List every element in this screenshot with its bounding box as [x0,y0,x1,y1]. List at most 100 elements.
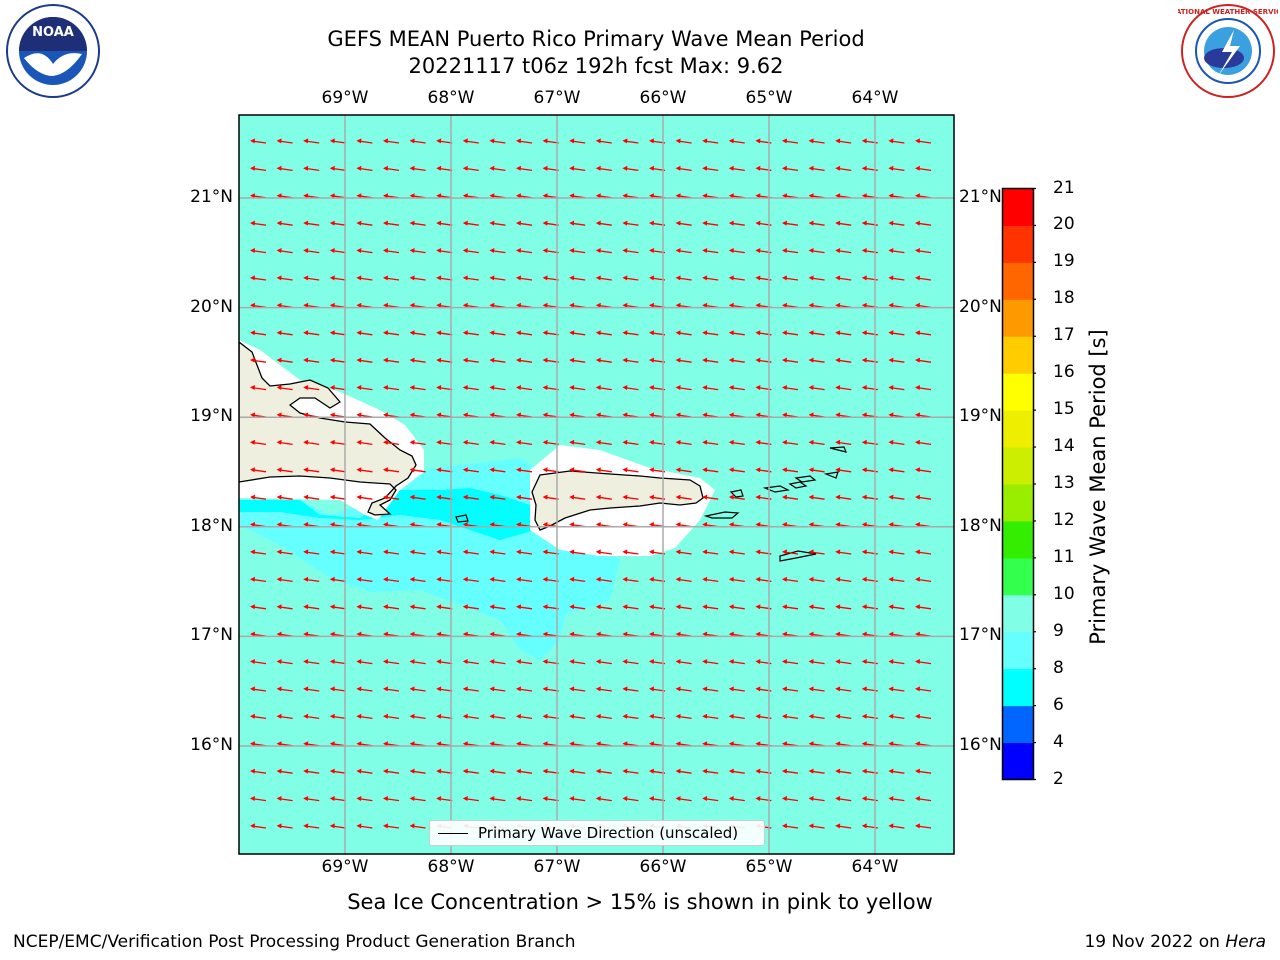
wave-arrow [250,439,267,446]
longitude-label: 64°W [851,857,899,877]
wave-arrow [675,796,692,802]
wave-arrow [728,330,745,336]
wave-arrow [675,494,692,500]
plot-subtitle: 20221117 t06z 192h fcst Max: 9.62 [408,54,784,78]
colorbar-tick-label: 8 [1053,657,1064,678]
map-gridlines [239,115,954,854]
wave-arrow [276,604,293,610]
wave-arrow [329,165,346,172]
wave-arrow [888,138,905,144]
wave-arrow [276,439,293,446]
wave-arrow [728,165,745,172]
wave-arrow [383,494,400,500]
wave-arrow [250,796,267,802]
colorbar-segment [1002,262,1034,300]
legend-label: Primary Wave Direction (unscaled) [478,824,739,842]
wave-arrow [356,220,373,226]
wave-arrow [409,385,426,391]
wave-arrow [782,220,799,226]
wave-arrow [303,385,320,391]
wave-arrow [516,467,533,473]
wave-arrow [516,330,533,336]
wave-arrow [383,713,400,720]
colorbar-tick-label: 18 [1053,288,1075,309]
nws-logo: NATIONAL WEATHER SERVICE [1178,4,1278,98]
wave-arrow [702,330,719,336]
wave-arrow [276,686,293,692]
wave-arrow [436,768,453,774]
wave-arrow [728,494,745,500]
colorbar-segment [1002,484,1034,522]
wave-arrow [383,576,400,583]
wave-arrow [356,385,373,391]
wave-arrow [569,220,586,226]
wave-arrow [702,796,719,802]
wave-arrow [702,576,719,583]
wave-arrow [250,713,267,720]
wave-arrow [622,220,639,226]
wave-arrow [489,439,506,446]
culebra-island [729,489,744,498]
wave-arrow [489,330,506,336]
wave-arrow [462,576,479,583]
colorbar-segment [1002,188,1034,226]
wave-arrow [835,686,852,692]
wave-arrow [675,549,692,555]
colorbar-tick-label: 20 [1053,214,1075,235]
wave-arrow [409,713,426,720]
wave-arrow [303,713,320,720]
wave-arrow [436,796,453,802]
wave-arrow [489,768,506,774]
colorbar-tick-label: 6 [1053,694,1064,715]
wave-arrow [888,385,905,391]
wave-direction-arrows [250,138,932,829]
wave-arrow [622,686,639,692]
wave-arrow [782,467,799,473]
wave-arrow [835,823,852,829]
wave-arrow [835,659,852,665]
wave-arrow [303,823,320,829]
footer-date-text: 19 Nov 2022 on [1084,932,1226,952]
wave-arrow [569,494,586,500]
wave-arrow [356,659,373,665]
wave-arrow [569,275,586,281]
wave-arrow [915,549,932,555]
wave-arrow [569,796,586,802]
wave-arrow [702,357,719,363]
wave-arrow [622,494,639,500]
wave-arrow [782,768,799,774]
wave-arrow [356,823,373,829]
wave-arrow [329,823,346,829]
wave-arrow [675,330,692,336]
wave-arrow [383,796,400,802]
longitude-label: 68°W [427,88,475,108]
wave-arrow [835,138,852,144]
wave-arrow [915,248,932,254]
wave-arrow [808,659,825,665]
wave-arrow [702,604,719,610]
wave-arrow [489,659,506,665]
wave-arrow [808,275,825,281]
wave-arrow [915,713,932,720]
wave-arrow [782,248,799,254]
wave-arrow [888,659,905,665]
wave-arrow [436,385,453,391]
wave-arrow [383,439,400,446]
wave-arrow [462,138,479,144]
wave-arrow [835,576,852,583]
wave-arrow [516,686,533,692]
wave-arrow [915,823,932,829]
wave-arrow [409,248,426,254]
wave-arrow [915,220,932,226]
wave-arrow [383,138,400,144]
wave-arrow [675,467,692,473]
wave-arrow [303,494,320,500]
wave-arrow [303,439,320,446]
wave-arrow [569,576,586,583]
wave-arrow [489,604,506,610]
wave-arrow [462,165,479,172]
wave-arrow [489,713,506,720]
wave-arrow [915,275,932,281]
wave-arrow [383,823,400,829]
wave-arrow [329,549,346,555]
